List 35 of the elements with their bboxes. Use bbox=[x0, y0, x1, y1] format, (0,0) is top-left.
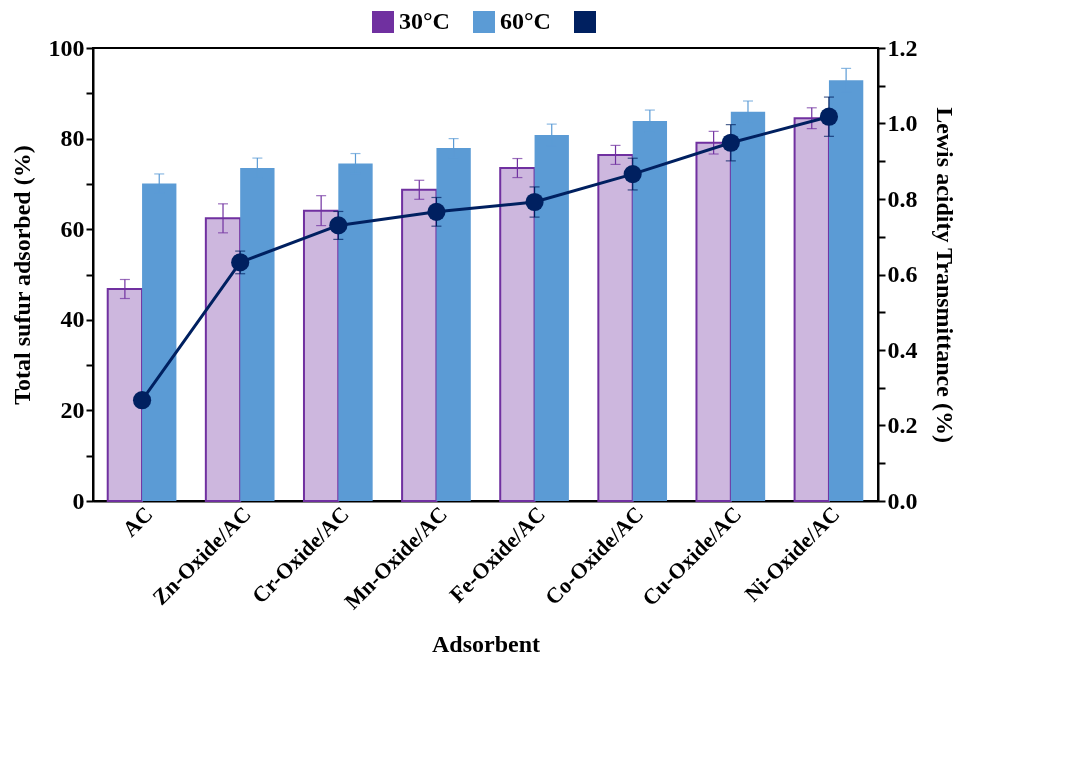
y-tick-label: 20 bbox=[60, 396, 85, 423]
x-tick-label: AC bbox=[117, 501, 158, 542]
legend-label: 30°C bbox=[399, 8, 450, 34]
y2-tick-label: 1.0 bbox=[887, 110, 918, 136]
point bbox=[623, 165, 642, 184]
point bbox=[525, 192, 544, 212]
point bbox=[721, 133, 740, 152]
y2-tick-label: 0.2 bbox=[887, 412, 918, 438]
y2-tick-label: 0.0 bbox=[887, 487, 918, 514]
y2-tick-label: 0.8 bbox=[887, 185, 918, 212]
bar bbox=[106, 288, 144, 502]
x-axis-title: Adsorbent bbox=[431, 631, 541, 658]
bar bbox=[793, 117, 830, 502]
y-axis-title: Total sufur adsorbed (%) bbox=[8, 145, 35, 405]
y-tick-label: 80 bbox=[60, 125, 85, 152]
y-tick-label: 0 bbox=[72, 487, 85, 514]
y-tick-label: 40 bbox=[60, 306, 85, 333]
bar bbox=[597, 153, 634, 502]
y2-axis-title: Lewis acidity Transmittance (%) bbox=[931, 107, 958, 443]
bar bbox=[499, 167, 536, 502]
bar bbox=[204, 217, 242, 502]
point bbox=[427, 202, 446, 221]
y2-tick-label: 0.6 bbox=[887, 261, 918, 287]
bar bbox=[695, 141, 732, 502]
point bbox=[819, 107, 839, 126]
point bbox=[231, 253, 250, 272]
bar bbox=[302, 209, 340, 502]
point bbox=[132, 391, 152, 410]
legend-label: 60°C bbox=[500, 8, 551, 34]
y2-tick-label: 1.2 bbox=[887, 34, 918, 61]
bar bbox=[401, 188, 438, 502]
y2-tick-label: 0.4 bbox=[887, 336, 918, 363]
y-tick-label: 100 bbox=[48, 34, 85, 61]
point bbox=[329, 216, 348, 235]
y-tick-label: 60 bbox=[60, 215, 85, 242]
